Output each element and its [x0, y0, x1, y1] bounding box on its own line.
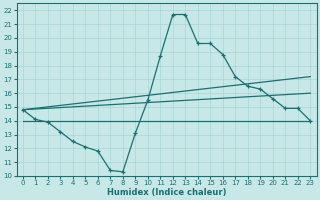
X-axis label: Humidex (Indice chaleur): Humidex (Indice chaleur) [107, 188, 226, 197]
